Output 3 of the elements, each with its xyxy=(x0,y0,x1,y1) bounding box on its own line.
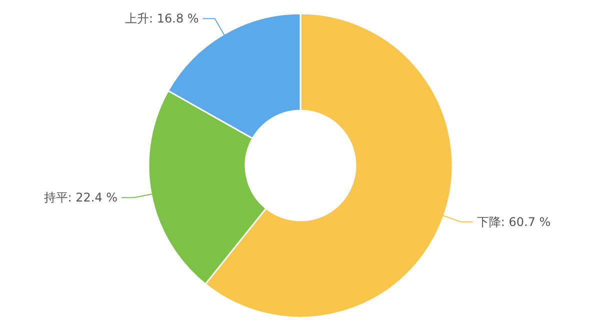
slice-label: 上升: 16.8 % xyxy=(125,12,199,26)
slice-label: 持平: 22.4 % xyxy=(44,190,118,205)
slice-label: 下降: 60.7 % xyxy=(476,214,551,229)
